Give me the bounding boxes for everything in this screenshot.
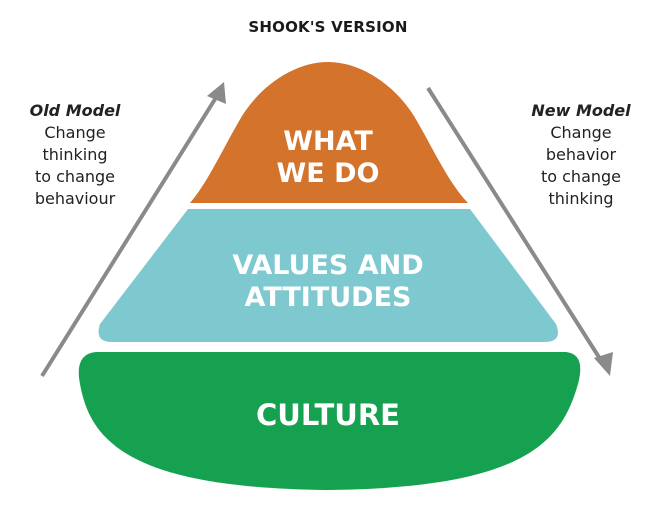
old-model-up-arrow xyxy=(40,86,224,378)
old-model-line: thinking xyxy=(42,145,108,164)
diagram-title: SHOOK'S VERSION xyxy=(248,18,408,36)
values-attitudes-label-line2: ATTITUDES xyxy=(245,282,412,313)
new-model-line: to change xyxy=(540,167,622,186)
culture-layer xyxy=(78,352,581,490)
old-model-heading: Old Model xyxy=(29,101,121,120)
old-model-line: to change xyxy=(34,167,116,186)
new-model-line: Change xyxy=(550,123,612,142)
new-model-down-arrow xyxy=(426,86,604,364)
old-model-line: behaviour xyxy=(34,189,116,208)
new-model-line: thinking xyxy=(548,189,614,208)
values-attitudes-layer xyxy=(98,209,558,342)
new-model-line: behavior xyxy=(545,145,617,164)
down-arrowhead-icon xyxy=(594,352,613,376)
old-model-line: Change xyxy=(44,123,106,142)
what-we-do-layer xyxy=(190,62,468,203)
what-we-do-label-line1: WHAT xyxy=(283,126,373,157)
values-attitudes-label-line1: VALUES AND xyxy=(232,250,423,281)
old-model-note: Old Model Change thinking to change beha… xyxy=(10,100,140,210)
what-we-do-label-line2: WE DO xyxy=(277,158,380,189)
new-model-heading: New Model xyxy=(531,101,631,120)
up-arrowhead-icon xyxy=(207,82,226,104)
new-model-note: New Model Change behavior to change thin… xyxy=(516,100,646,210)
culture-label: CULTURE xyxy=(256,398,400,432)
